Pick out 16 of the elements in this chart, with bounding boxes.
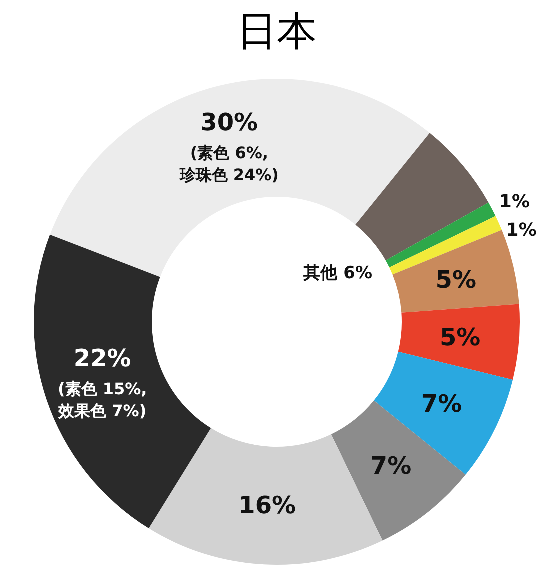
donut-slice (34, 234, 212, 529)
data-label: 7% (370, 452, 412, 480)
donut-slice (374, 352, 513, 475)
donut-slice (398, 304, 520, 380)
slice-label: 其他 6% (302, 263, 372, 284)
data-label: 16% (238, 492, 296, 520)
data-label: 5% (440, 323, 481, 352)
data-label: 1% (499, 192, 530, 213)
donut-slice (386, 202, 496, 268)
data-label: 1% (506, 220, 537, 241)
chart-title: 日本 (237, 9, 317, 55)
data-label: 5% (436, 266, 477, 294)
donut-slice (356, 133, 489, 261)
data-label: 30% (素色 6%, 珍珠色 24%) (178, 108, 279, 184)
data-label: 7% (421, 390, 462, 418)
data-label: 22% (素色 15%, 效果色 7%) (58, 344, 148, 421)
